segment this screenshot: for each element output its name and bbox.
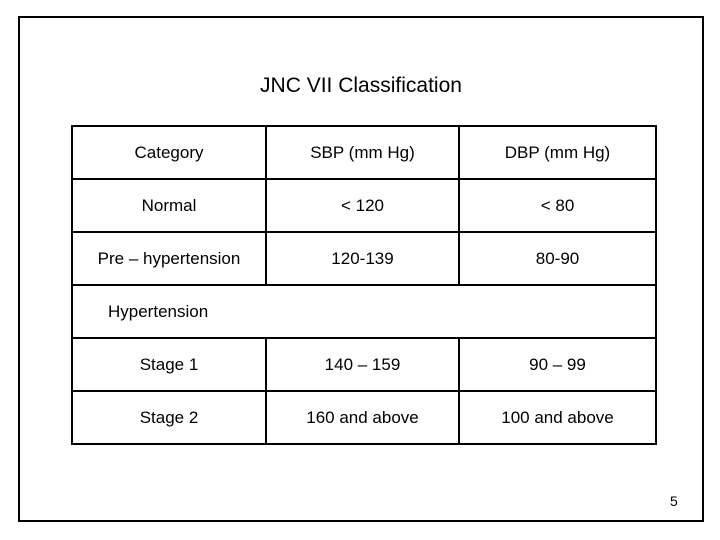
slide-title: JNC VII Classification xyxy=(260,74,462,97)
cell-normal-category: Normal xyxy=(71,178,267,233)
table-row-stage2: Stage 2 160 and above 100 and above xyxy=(71,390,657,445)
cell-normal-dbp: < 80 xyxy=(458,178,657,233)
cell-pre-hypertension-dbp: 80-90 xyxy=(458,231,657,286)
slide-frame: JNC VII Classification Category SBP (mm … xyxy=(18,16,704,522)
cell-stage2-sbp: 160 and above xyxy=(265,390,460,445)
column-header-dbp: DBP (mm Hg) xyxy=(458,125,657,180)
cell-pre-hypertension-sbp: 120-139 xyxy=(265,231,460,286)
cell-stage1-dbp: 90 – 99 xyxy=(458,337,657,392)
table-row-stage1: Stage 1 140 – 159 90 – 99 xyxy=(71,337,657,392)
column-header-category: Category xyxy=(71,125,267,180)
table-row-pre-hypertension: Pre – hypertension 120-139 80-90 xyxy=(71,231,657,286)
cell-stage1-sbp: 140 – 159 xyxy=(265,337,460,392)
column-header-sbp: SBP (mm Hg) xyxy=(265,125,460,180)
cell-pre-hypertension-category: Pre – hypertension xyxy=(71,231,267,286)
page-number: 5 xyxy=(670,493,678,509)
cell-normal-sbp: < 120 xyxy=(265,178,460,233)
bp-classification-table: Category SBP (mm Hg) DBP (mm Hg) Normal … xyxy=(71,125,657,445)
cell-hypertension-section-label: Hypertension xyxy=(71,284,657,339)
table-header-row: Category SBP (mm Hg) DBP (mm Hg) xyxy=(71,125,657,180)
cell-stage1-category: Stage 1 xyxy=(71,337,267,392)
cell-stage2-category: Stage 2 xyxy=(71,390,267,445)
table-row-normal: Normal < 120 < 80 xyxy=(71,178,657,233)
cell-stage2-dbp: 100 and above xyxy=(458,390,657,445)
table-row-hypertension-section: Hypertension xyxy=(71,284,657,339)
